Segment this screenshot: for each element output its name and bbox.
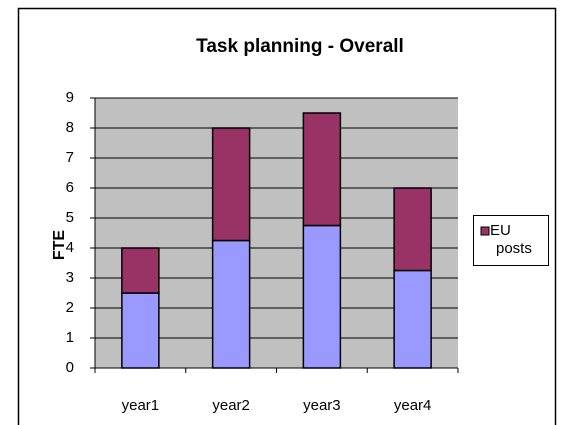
x-tick-label: year4 bbox=[394, 397, 432, 414]
y-tick-label: 2 bbox=[66, 299, 74, 316]
bar-segment bbox=[121, 292, 160, 369]
y-axis-label: FTE bbox=[51, 230, 68, 261]
y-tick-label: 3 bbox=[66, 269, 74, 286]
bar-segment bbox=[393, 269, 432, 369]
legend-label: EU posts bbox=[490, 222, 532, 257]
legend-swatch bbox=[480, 226, 490, 236]
y-tick-label: 7 bbox=[66, 149, 74, 166]
bar-segment bbox=[121, 247, 160, 294]
chart-title: Task planning - Overall bbox=[196, 36, 404, 57]
y-tick-label: 6 bbox=[66, 179, 74, 196]
x-tick-label: year3 bbox=[303, 397, 341, 414]
bar-segment bbox=[302, 112, 342, 227]
y-tick-label: 4 bbox=[66, 239, 74, 256]
legend-box bbox=[473, 215, 549, 266]
y-tick-label: 8 bbox=[66, 119, 74, 136]
bar-segment bbox=[211, 127, 251, 242]
bar-segment bbox=[302, 224, 342, 369]
bar-segment bbox=[393, 187, 432, 272]
y-tick-label: 1 bbox=[66, 329, 74, 346]
bar-segment bbox=[211, 239, 251, 369]
x-tick-label: year1 bbox=[122, 397, 160, 414]
y-tick-label: 9 bbox=[66, 89, 74, 106]
y-tick-label: 5 bbox=[66, 209, 74, 226]
y-tick-label: 0 bbox=[66, 359, 74, 376]
x-tick-label: year2 bbox=[212, 397, 250, 414]
